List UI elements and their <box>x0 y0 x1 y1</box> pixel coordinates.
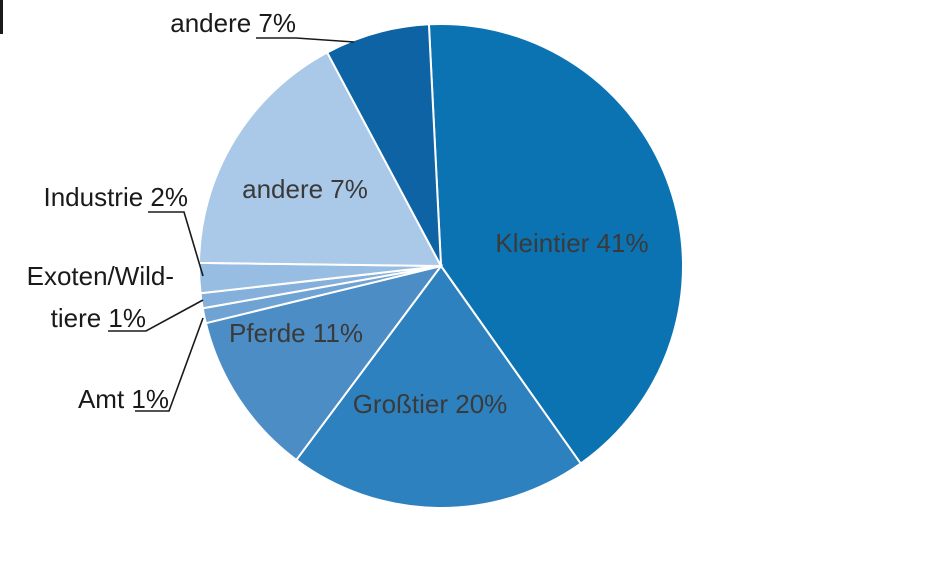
pie-slice-andere-7 <box>325 23 442 267</box>
label-exoten-line1: Exoten/Wild- <box>27 261 174 291</box>
leader-amt <box>135 317 204 412</box>
pie-slice-kleintier-0 <box>427 22 684 465</box>
label-kleintier: Kleintier 41% <box>495 228 648 258</box>
corner-mark <box>0 0 3 34</box>
label-amt: Amt 1% <box>78 384 169 414</box>
leader-andere-dark <box>256 37 355 43</box>
label-pferde: Pferde 11% <box>229 318 363 348</box>
leader-exoten <box>108 299 204 332</box>
label-exoten-line2: tiere 1% <box>51 303 146 333</box>
label-andere-dark: andere 7% <box>170 8 296 38</box>
pie-slices <box>198 22 684 509</box>
label-industrie: Industrie 2% <box>43 182 188 212</box>
pie-slice-andere-6 <box>198 51 443 268</box>
leader-industrie <box>148 211 204 277</box>
pie-slice-pferde-2 <box>204 264 444 462</box>
pie-slice-gro-tier-1 <box>294 264 583 509</box>
label-andere-light: andere 7% <box>242 174 368 204</box>
label-grosstier: Großtier 20% <box>353 389 508 419</box>
